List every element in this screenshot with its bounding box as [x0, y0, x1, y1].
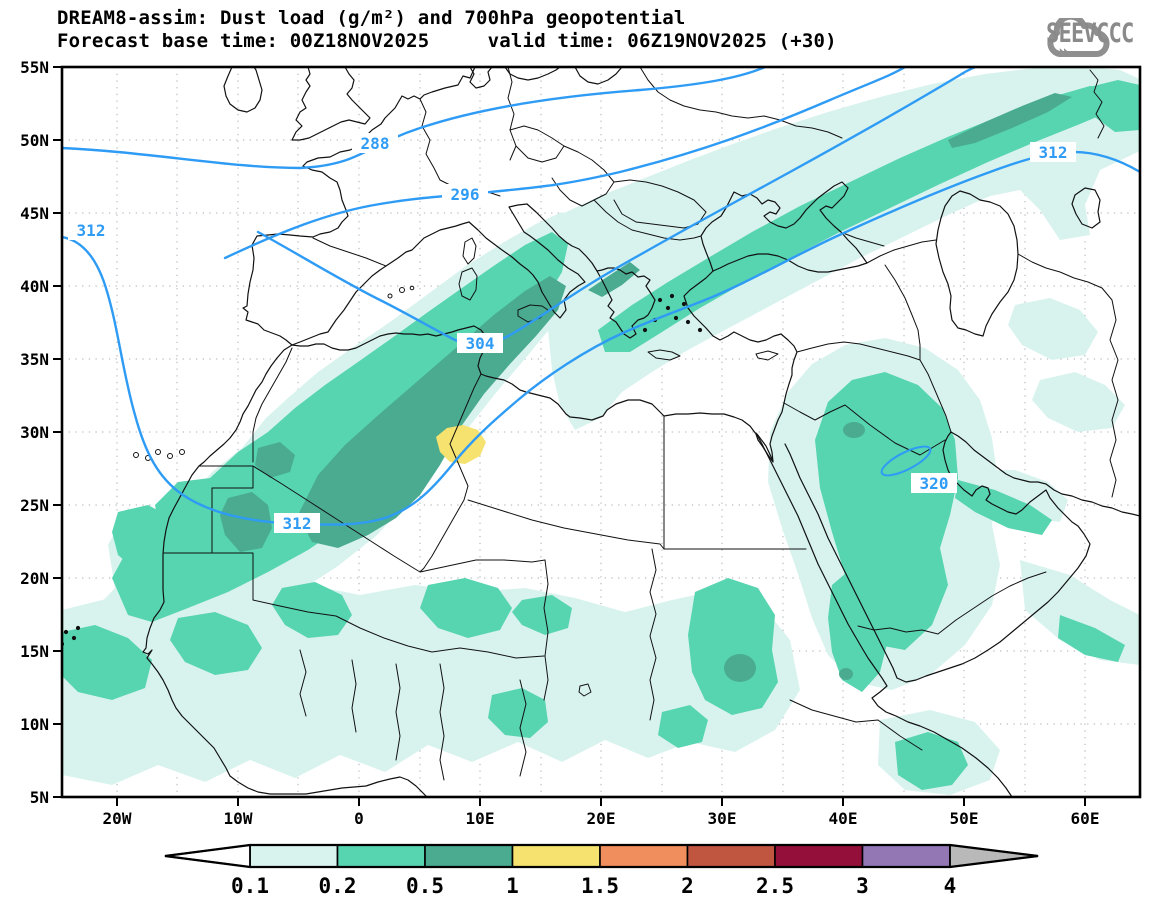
contour-labels: 288 296 304 312 312 312 320 [68, 133, 1076, 533]
lon-label: 60E [1071, 809, 1100, 828]
legend-underflow-arrow [164, 843, 251, 869]
cloud-icon: » [1047, 18, 1110, 62]
legend-cell-3 [861, 844, 951, 868]
legend-cell-1 [511, 844, 601, 868]
legend-cell-0.2 [336, 844, 426, 868]
dust-fill-level-1 [436, 425, 486, 464]
country-borders [163, 67, 1119, 781]
legend-label: 1 [506, 874, 519, 898]
contour-label-312-south: 312 [283, 514, 312, 533]
lat-label: 15N [20, 642, 49, 661]
lat-label: 10N [20, 715, 49, 734]
lat-label: 35N [20, 350, 49, 369]
lat-label: 40N [20, 277, 49, 296]
legend-cell-0.5 [424, 844, 514, 868]
lat-axis-labels: 55N 50N 45N 40N 35N 30N 25N 20N 15N 10N … [20, 58, 49, 807]
contour-label-288: 288 [361, 134, 390, 153]
lon-label: 20W [103, 809, 132, 828]
contour-label-312-east: 312 [1039, 143, 1068, 162]
lon-label: 0 [354, 809, 364, 828]
lat-label: 50N [20, 131, 49, 150]
contour-label-320: 320 [920, 474, 949, 493]
legend-cell-2 [686, 844, 776, 868]
contour-label-296: 296 [451, 185, 480, 204]
lat-label: 20N [20, 569, 49, 588]
legend-label: 1.5 [581, 874, 619, 898]
lat-label: 30N [20, 423, 49, 442]
lon-label: 20E [587, 809, 616, 828]
legend-label: 2 [681, 874, 694, 898]
lon-label: 30E [708, 809, 737, 828]
geopotential-contour-296 [223, 67, 907, 260]
lat-label: 5N [30, 788, 49, 807]
lat-label: 55N [20, 58, 49, 77]
seevccc-logo: » SEEVCCC [1046, 18, 1153, 62]
legend-label: 3 [856, 874, 869, 898]
svg-text:»: » [1058, 41, 1069, 62]
geopotential-contour-304 [256, 67, 977, 346]
dust-colorbar-legend: 0.1 0.2 0.5 1 1.5 2 2.5 3 4 [164, 843, 1039, 898]
brand-text: SEEVCCC [1046, 18, 1134, 49]
page-title: DREAM8-assim: Dust load (g/m²) and 700hP… [57, 7, 686, 29]
geopotential-contour-312 [62, 150, 1140, 526]
forecast-time-subtitle: Forecast base time: 00Z18NOV2025 valid t… [57, 30, 837, 52]
lon-label: 10E [466, 809, 495, 828]
lat-label: 25N [20, 496, 49, 515]
legend-cell-1.5 [599, 844, 689, 868]
geopotential-contours [62, 67, 1140, 526]
axis-ticks [53, 66, 1086, 806]
legend-label: 0.1 [231, 874, 269, 898]
legend-cell-2.5 [774, 844, 864, 868]
legend-label: 2.5 [756, 874, 794, 898]
legend-tick-labels: 0.1 0.2 0.5 1 1.5 2 2.5 3 4 [231, 874, 956, 898]
geopotential-contour-320 [880, 445, 932, 477]
lon-label: 40E [829, 809, 858, 828]
contour-label-304: 304 [466, 334, 495, 353]
contour-label-312-west: 312 [77, 221, 106, 240]
lon-axis-labels: 20W 10W 0 10E 20E 30E 40E 50E 60E [103, 809, 1100, 828]
legend-overflow-arrow [949, 843, 1039, 869]
geopotential-contour-288 [62, 67, 767, 170]
legend-cell-0.1 [249, 844, 339, 868]
lat-label: 45N [20, 204, 49, 223]
legend-label: 4 [944, 874, 957, 898]
coastlines [142, 67, 1140, 797]
legend-label: 0.5 [406, 874, 444, 898]
legend-outline [164, 843, 1039, 869]
lon-label: 50E [950, 809, 979, 828]
legend-label: 0.2 [319, 874, 357, 898]
lon-label: 10W [224, 809, 253, 828]
